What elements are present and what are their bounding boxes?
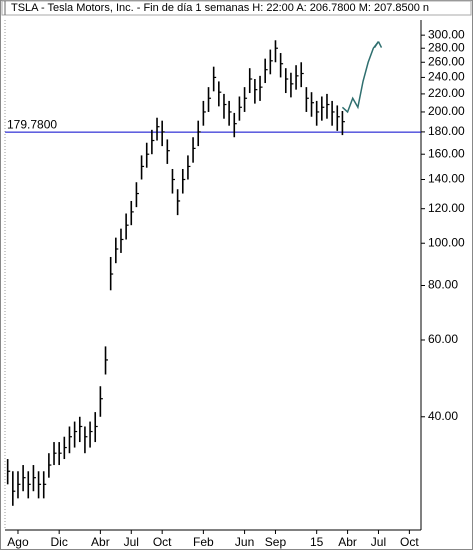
y-tick-label: 240.00: [428, 70, 465, 84]
x-tick-label: Abr: [91, 535, 110, 549]
x-tick-label: Jun: [235, 535, 254, 549]
y-tick-label: 40.00: [428, 409, 458, 423]
x-tick-label: Oct: [153, 535, 172, 549]
y-tick-label: 100.00: [428, 235, 465, 249]
y-tick-label: 140.00: [428, 172, 465, 186]
chart-title: TSLA - Tesla Motors, Inc. - Fin de día 1…: [11, 2, 429, 14]
x-tick-label: Ago: [7, 535, 29, 549]
y-tick-label: 180.00: [428, 124, 465, 138]
y-tick-label: 80.00: [428, 278, 458, 292]
y-tick-label: 60.00: [428, 332, 458, 346]
y-tick-label: 280.00: [428, 40, 465, 54]
x-tick-label: Abr: [338, 535, 357, 549]
y-tick-label: 160.00: [428, 146, 465, 160]
y-tick-label: 220.00: [428, 86, 465, 100]
x-tick-label: Jul: [124, 535, 139, 549]
x-tick-label: 15: [310, 535, 324, 549]
x-tick-label: Sep: [265, 535, 287, 549]
x-tick-label: Jul: [371, 535, 386, 549]
projection-line: [341, 41, 380, 114]
x-tick-label: Feb: [193, 535, 214, 549]
y-tick-label: 120.00: [428, 201, 465, 215]
reference-label: 179.7800: [7, 117, 57, 131]
y-tick-label: 200.00: [428, 104, 465, 118]
title-bar: [1, 0, 472, 16]
y-tick-label: 300.00: [428, 27, 465, 41]
projection-arrow: [373, 41, 383, 48]
x-tick-label: Dic: [51, 535, 68, 549]
y-tick-label: 260.00: [428, 54, 465, 68]
x-tick-label: Oct: [400, 535, 419, 549]
